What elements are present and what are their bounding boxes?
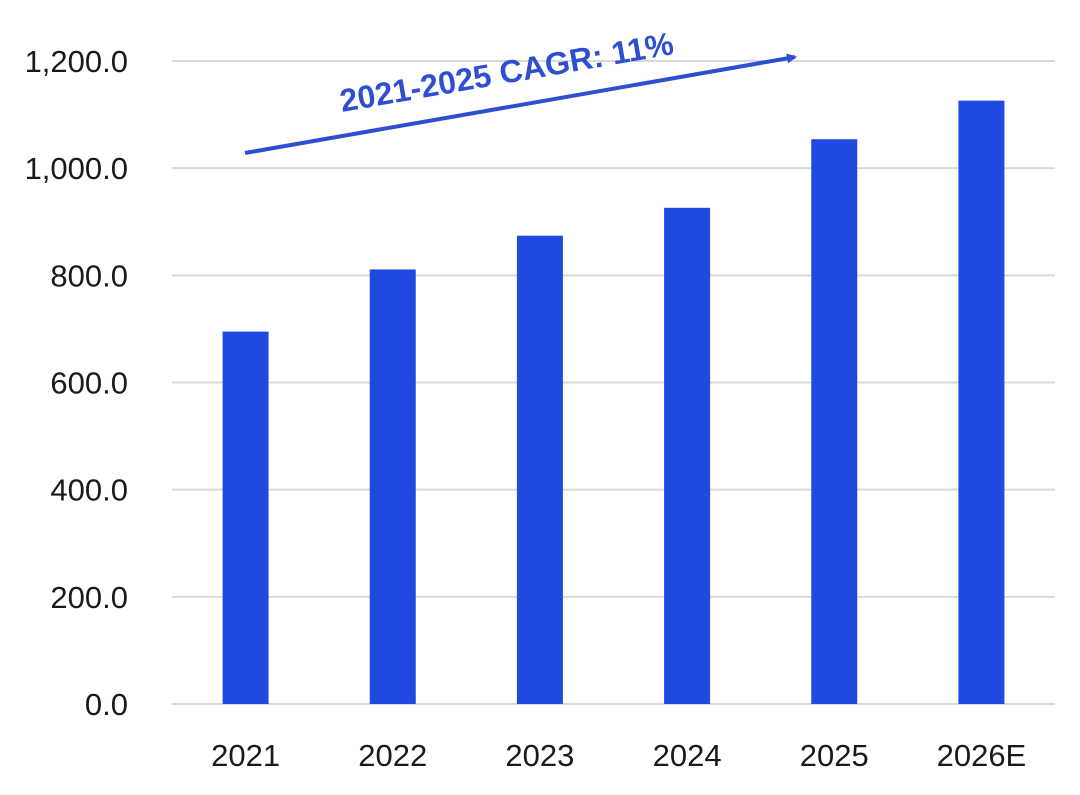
x-tick-label: 2026E: [937, 738, 1027, 773]
cagr-arrow: [244, 53, 797, 155]
y-tick-label: 1,000.0: [25, 151, 128, 186]
bars: [222, 100, 1005, 704]
y-tick-label: 800.0: [50, 258, 128, 293]
cagr-annotation: 2021-2025 CAGR: 11%: [244, 25, 797, 155]
bar-2024: [664, 207, 711, 704]
bar-2022: [369, 269, 416, 704]
y-tick-label: 600.0: [50, 366, 128, 401]
y-tick-label: 1,200.0: [25, 44, 128, 79]
x-axis-tick-labels: 2021 2022 2023 2024 2025 2026E: [211, 738, 1026, 773]
bar-2023: [516, 235, 563, 704]
y-axis-tick-labels: 0.0 200.0 400.0 600.0 800.0 1,000.0 1,200.0: [25, 44, 128, 722]
cagr-label: 2021-2025 CAGR: 11%: [337, 25, 676, 119]
bar-2026E: [958, 100, 1005, 704]
y-tick-label: 400.0: [50, 473, 128, 508]
x-tick-label: 2021: [211, 738, 280, 773]
x-tick-label: 2024: [653, 738, 722, 773]
bar-2025: [811, 139, 858, 704]
x-tick-label: 2023: [505, 738, 574, 773]
bar-2021: [222, 331, 269, 704]
gridlines: [172, 60, 1055, 705]
x-tick-label: 2022: [358, 738, 427, 773]
x-tick-label: 2025: [800, 738, 869, 773]
y-tick-label: 0.0: [85, 687, 128, 722]
y-tick-label: 200.0: [50, 580, 128, 615]
